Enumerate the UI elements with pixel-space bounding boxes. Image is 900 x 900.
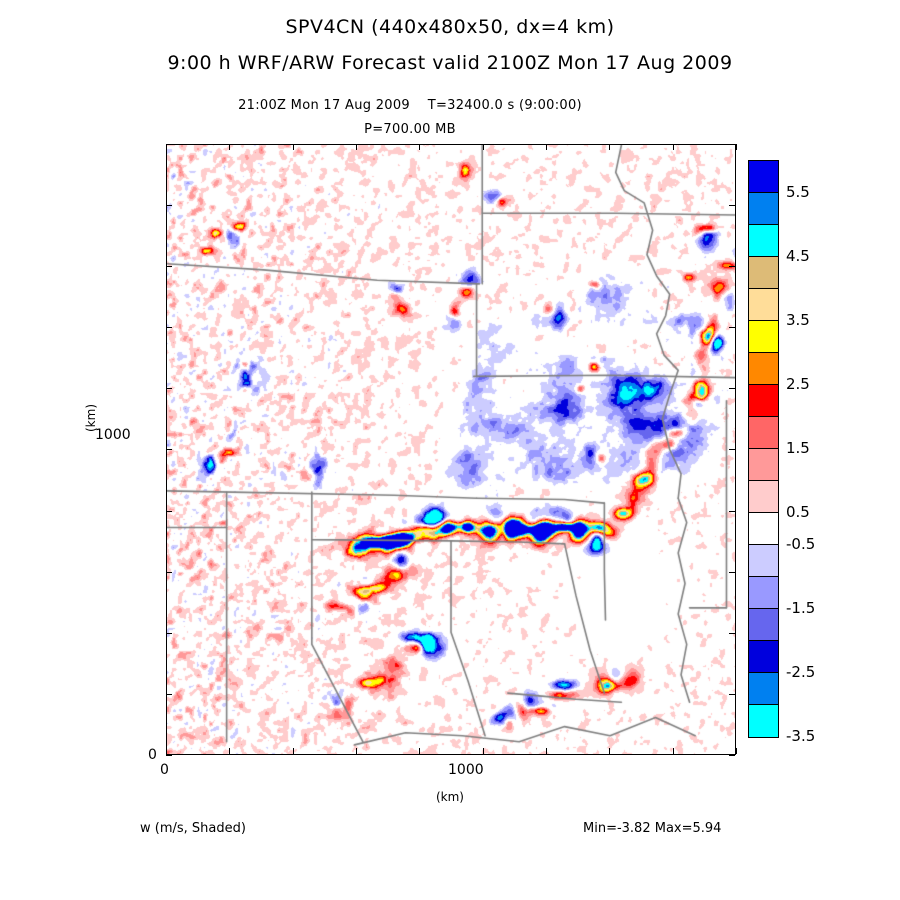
x-axis-tick: [166, 144, 167, 150]
x-axis-tick: [546, 748, 547, 754]
colorbar-band: [749, 449, 778, 481]
y-axis-tick: [729, 144, 735, 145]
y-axis-tick: [729, 266, 735, 267]
colorbar-band: [749, 513, 778, 545]
colorbar-band: [749, 641, 778, 673]
x-axis-tick: [356, 748, 357, 754]
footer-minmax-label: Min=-3.82 Max=5.94: [583, 821, 722, 836]
x-axis-tick: [293, 144, 294, 150]
y-axis-tick: [729, 755, 735, 756]
y-axis-tick: [166, 755, 172, 756]
x-axis-tick: [229, 144, 230, 150]
x-axis-tick: [419, 144, 420, 150]
colorbar-tick-label: 2.5: [786, 375, 810, 393]
plot-title-line1: SPV4CN (440x480x50, dx=4 km): [285, 16, 615, 38]
colorbar-tick-label: -0.5: [786, 535, 816, 553]
x-axis-tick: [483, 144, 484, 150]
colorbar-tick-label: -1.5: [786, 599, 816, 617]
y-axis-tick: [166, 511, 172, 512]
colorbar-tick-label: -2.5: [786, 663, 816, 681]
x-axis-tick: [293, 748, 294, 754]
y-axis-tick: [729, 449, 735, 450]
colorbar-band: [749, 705, 778, 737]
subtitle-valid-time: 21:00Z Mon 17 Aug 2009 T=32400.0 s (9:00…: [238, 98, 582, 113]
colorbar-band: [749, 385, 778, 417]
y-axis-tick: [729, 694, 735, 695]
colorbar-band: [749, 225, 778, 257]
vertical-velocity-field: [167, 145, 735, 754]
colorbar-band: [749, 673, 778, 705]
colorbar-tick-label: 3.5: [786, 311, 810, 329]
y-axis-tick: [166, 327, 172, 328]
x-axis-tick: [736, 748, 737, 754]
x-axis-tick: [673, 748, 674, 754]
y-axis-tick: [729, 633, 735, 634]
colorbar-band: [749, 257, 778, 289]
colorbar-band: [749, 161, 778, 193]
colorbar-band: [749, 321, 778, 353]
y-axis-tick: [166, 388, 172, 389]
colorbar-band: [749, 577, 778, 609]
y-axis-tick: [166, 572, 172, 573]
y-axis-tick: [729, 388, 735, 389]
x-axis-tick: [546, 144, 547, 150]
y-axis-tick: [166, 266, 172, 267]
x-tick-label-0: 0: [160, 762, 169, 778]
x-axis-tick: [483, 748, 484, 754]
x-tick-label-1000: 1000: [448, 762, 484, 778]
colorbar-tick-label: 0.5: [786, 503, 810, 521]
footer-variable-label: w (m/s, Shaded): [140, 821, 246, 836]
x-axis-tick: [673, 144, 674, 150]
y-axis-tick: [729, 511, 735, 512]
x-axis-tick: [419, 748, 420, 754]
colorbar-band: [749, 481, 778, 513]
colorbar-tick-label: -3.5: [786, 727, 816, 745]
colorbar-band: [749, 289, 778, 321]
x-axis-tick: [356, 144, 357, 150]
y-axis-tick: [166, 633, 172, 634]
x-axis-tick: [229, 748, 230, 754]
x-axis-title: (km): [435, 790, 464, 804]
y-axis-tick: [166, 144, 172, 145]
map-plot-area[interactable]: [166, 144, 736, 755]
y-tick-label-1000: 1000: [95, 427, 131, 443]
plot-title-line2: 9:00 h WRF/ARW Forecast valid 2100Z Mon …: [167, 52, 733, 74]
y-axis-tick: [729, 572, 735, 573]
colorbar-tick-label: 5.5: [786, 183, 810, 201]
colorbar-tick-label: 4.5: [786, 247, 810, 265]
x-axis-tick: [166, 748, 167, 754]
x-axis-tick: [736, 144, 737, 150]
colorbar-band: [749, 609, 778, 641]
x-axis-tick: [609, 144, 610, 150]
colorbar-band: [749, 353, 778, 385]
colorbar-band: [749, 417, 778, 449]
y-axis-tick: [166, 449, 172, 450]
y-axis-tick: [166, 694, 172, 695]
y-axis-tick: [166, 205, 172, 206]
colorbar-band: [749, 545, 778, 577]
colorbar[interactable]: [748, 160, 779, 738]
y-axis-tick: [729, 205, 735, 206]
y-axis-tick: [729, 327, 735, 328]
colorbar-tick-label: 1.5: [786, 439, 810, 457]
y-tick-label-0: 0: [148, 747, 157, 763]
colorbar-band: [749, 193, 778, 225]
x-axis-tick: [609, 748, 610, 754]
subtitle-pressure-level: P=700.00 MB: [364, 122, 456, 137]
y-axis-title: (km): [84, 403, 98, 432]
